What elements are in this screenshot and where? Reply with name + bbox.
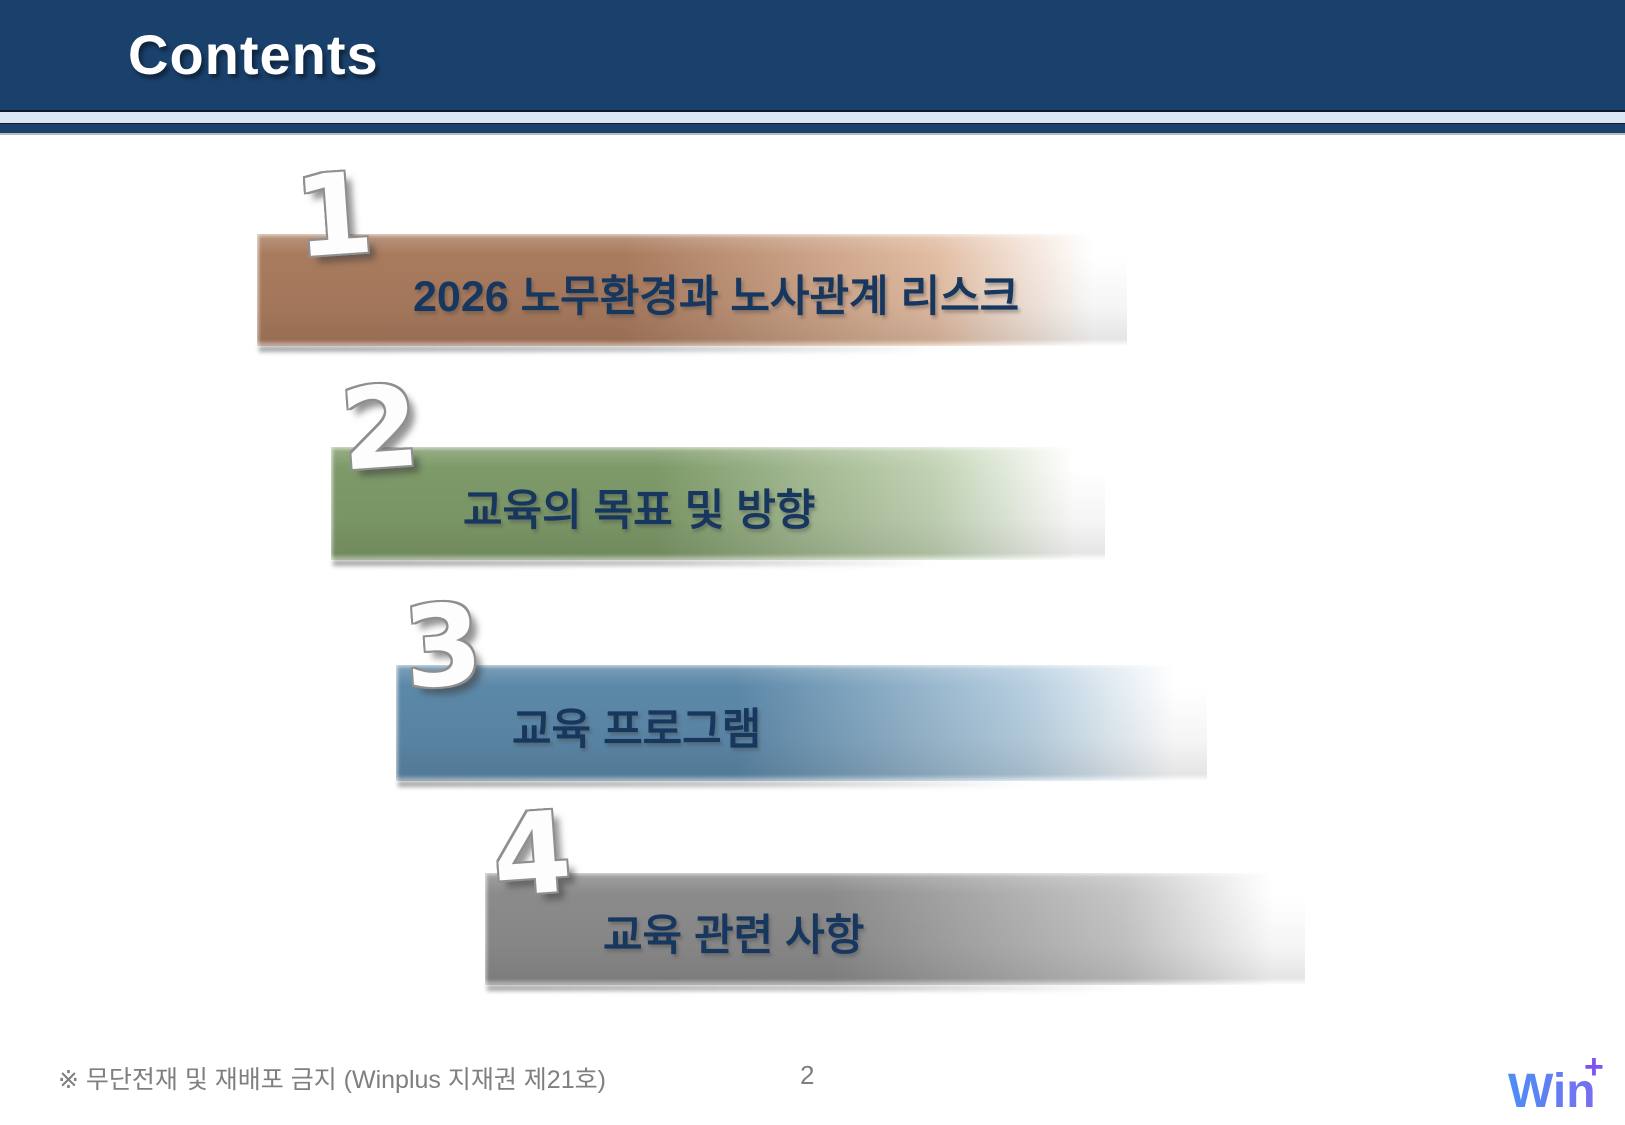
header-divider-bottom bbox=[0, 133, 1625, 135]
toc-item-number: 4 bbox=[488, 787, 576, 923]
toc-item-label: 교육 관련 사항 bbox=[603, 912, 865, 960]
page-number: 2 bbox=[800, 1060, 815, 1090]
footer-copyright-note: ※ 무단전재 및 재배포 금지 (Winplus 지재권 제21호) bbox=[58, 1066, 606, 1094]
toc-item-bar: 교육 관련 사항 bbox=[485, 873, 1305, 985]
toc-item-bar: 교육 프로그램 bbox=[396, 665, 1207, 781]
toc-item-bar: 교육의 목표 및 방향 bbox=[331, 447, 1105, 560]
toc-item-label: 2026 노무환경과 노사관계 리스크 bbox=[413, 273, 1020, 321]
accent-stripe-light bbox=[0, 112, 1625, 123]
header-divider-mid bbox=[0, 123, 1625, 124]
toc-item-label: 교육의 목표 및 방향 bbox=[463, 486, 816, 535]
toc-item-number: 1 bbox=[290, 148, 378, 284]
winplus-logo-text: Win bbox=[1508, 1065, 1596, 1118]
slide-title: Contents bbox=[128, 23, 379, 86]
winplus-logo: Win + bbox=[1508, 1048, 1608, 1118]
toc-item-label: 교육 프로그램 bbox=[512, 706, 762, 754]
header-bar: Contents bbox=[0, 0, 1625, 110]
accent-stripe-navy bbox=[0, 124, 1625, 133]
toc-item-bar: 2026 노무환경과 노사관계 리스크 bbox=[257, 234, 1127, 346]
toc-item-number: 2 bbox=[336, 361, 424, 497]
winplus-logo-plus-icon: + bbox=[1584, 1048, 1604, 1086]
header-divider-top bbox=[0, 110, 1625, 112]
toc-item-number: 3 bbox=[399, 579, 487, 715]
